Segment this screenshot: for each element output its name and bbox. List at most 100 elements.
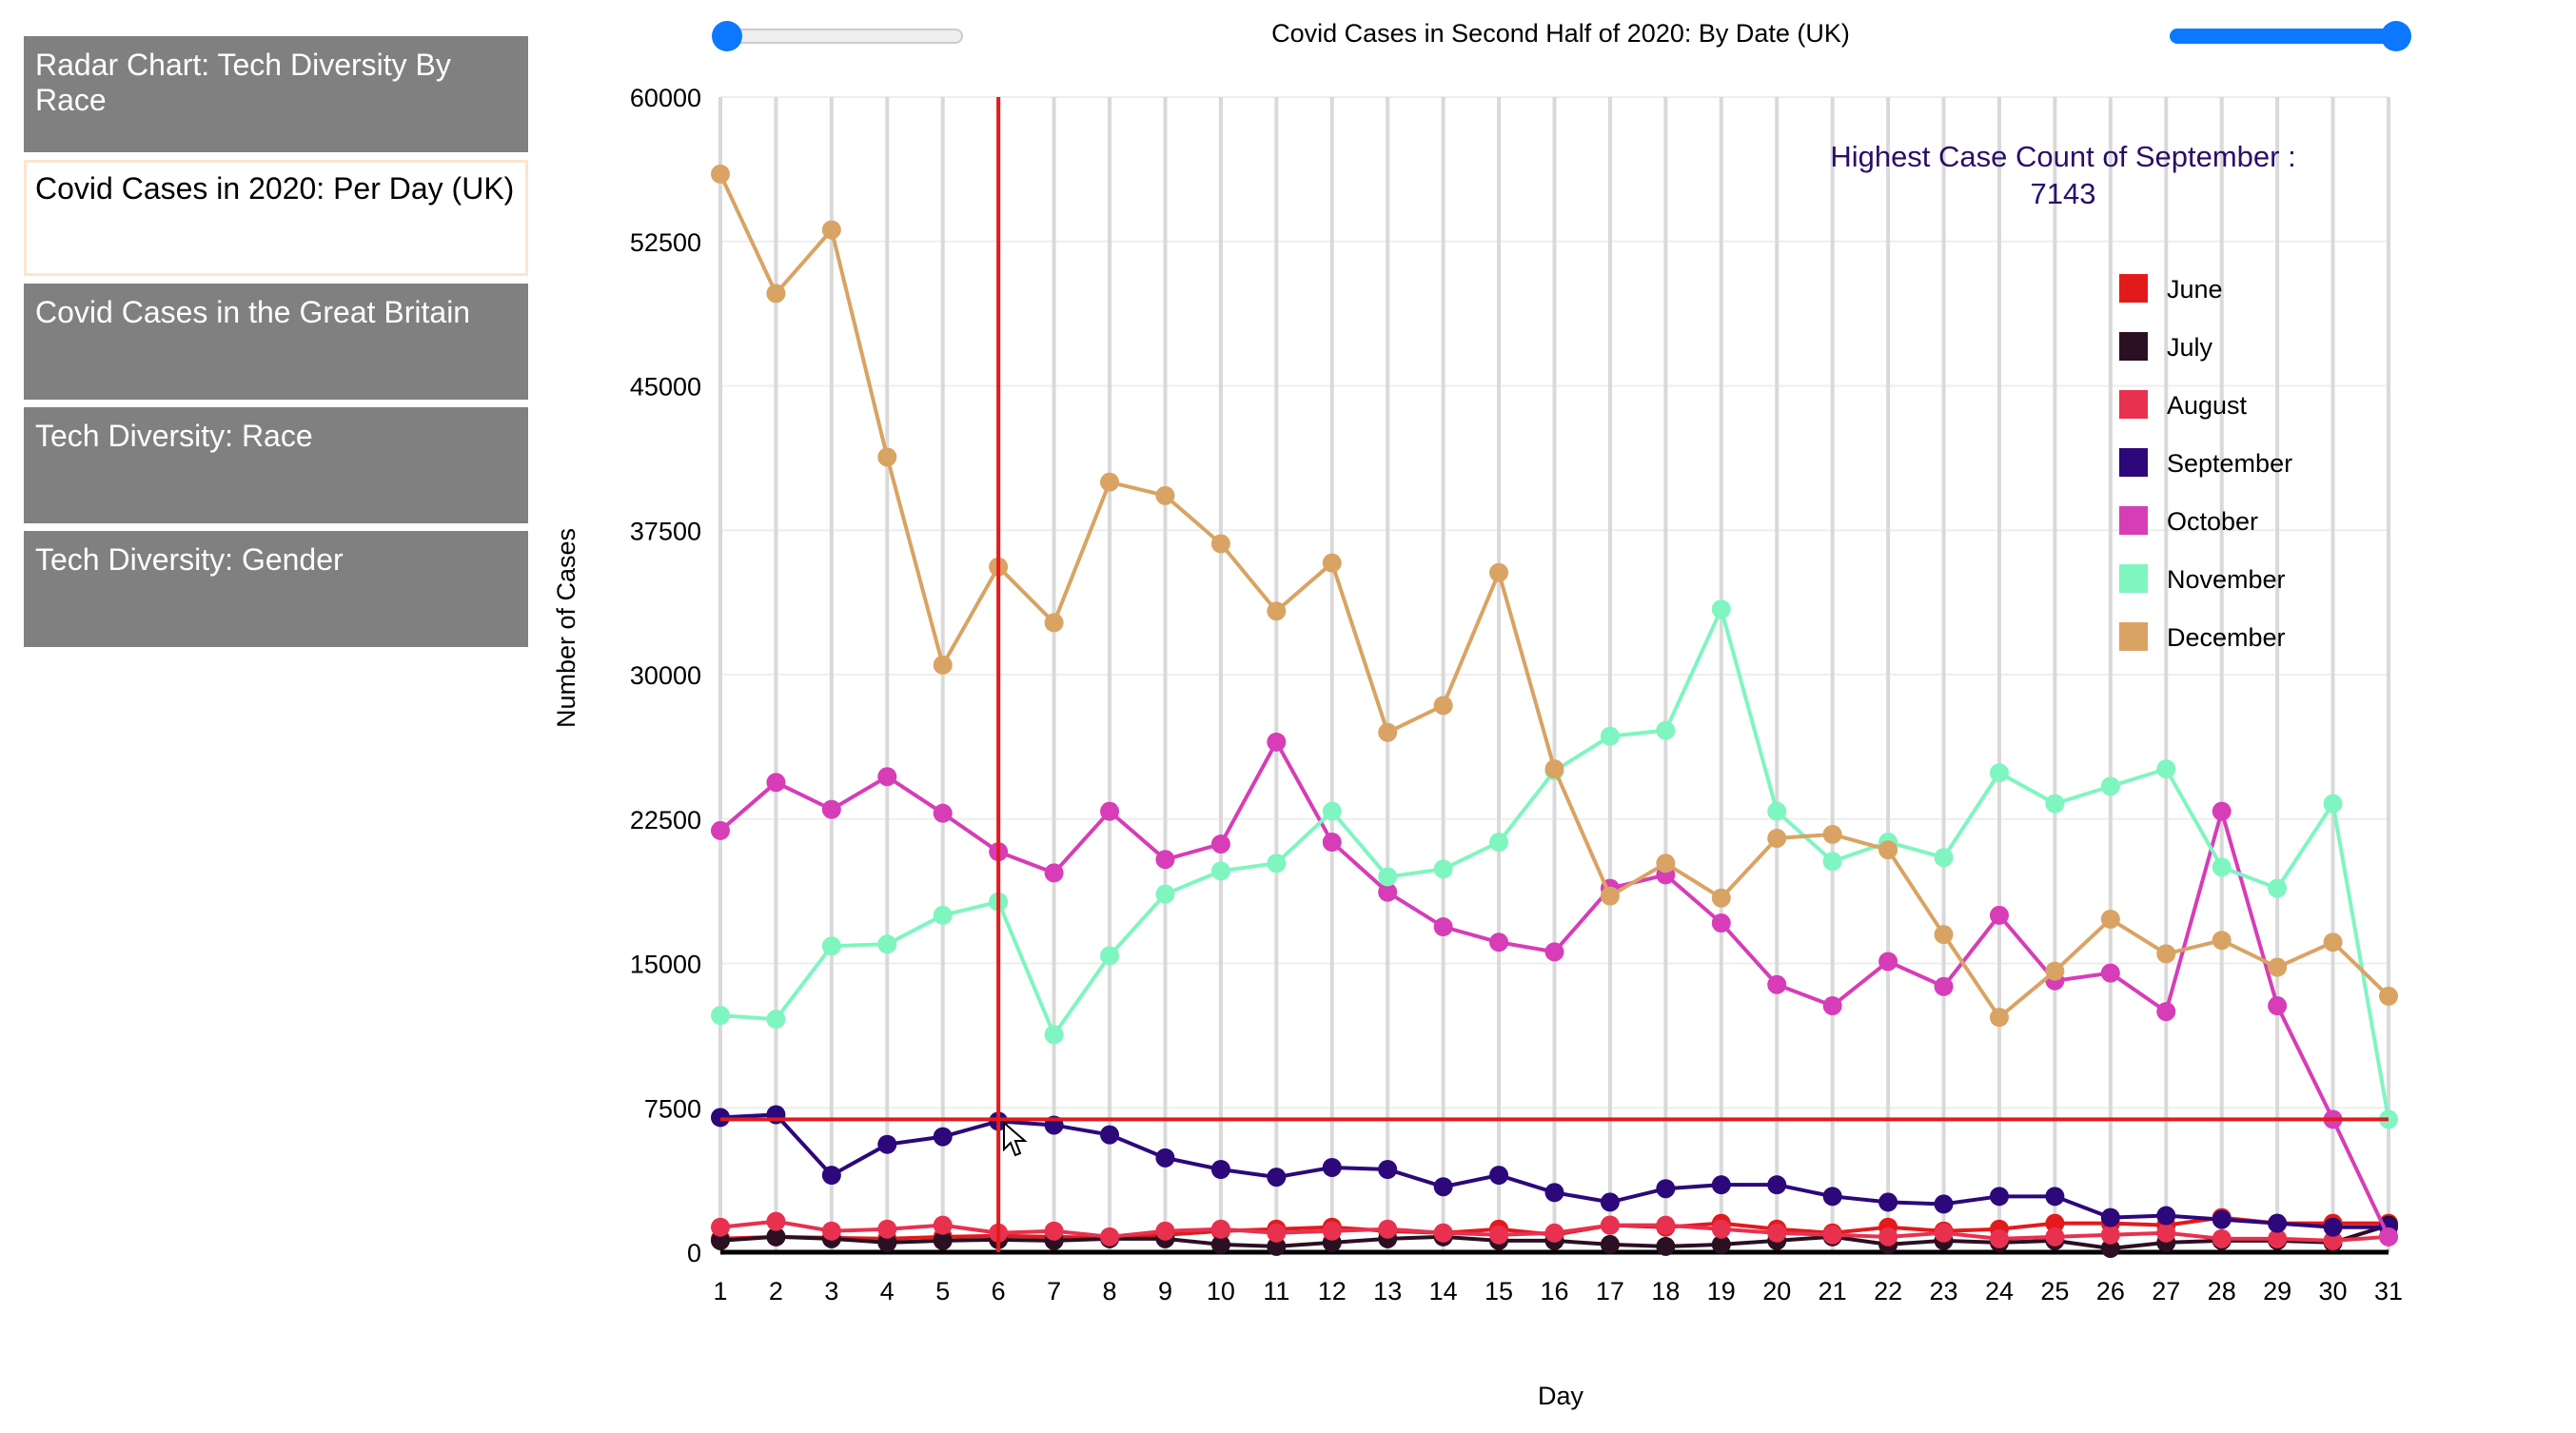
y-tick-label: 52500 bbox=[630, 228, 701, 257]
data-point bbox=[1989, 905, 2009, 925]
legend-label: November bbox=[2167, 565, 2286, 594]
data-point bbox=[1044, 863, 1064, 883]
data-point bbox=[1989, 1187, 2009, 1207]
data-point bbox=[766, 284, 786, 304]
slider-end-handle[interactable] bbox=[2381, 21, 2411, 51]
data-point bbox=[1934, 848, 1954, 868]
data-point bbox=[1600, 1234, 1620, 1254]
data-point bbox=[711, 164, 730, 184]
x-tick-label: 24 bbox=[1985, 1277, 2014, 1305]
data-point bbox=[2212, 857, 2232, 877]
data-point bbox=[1656, 720, 1676, 740]
series-layer bbox=[711, 164, 2398, 1258]
data-point bbox=[1934, 925, 1954, 945]
data-point bbox=[766, 1211, 786, 1231]
data-point bbox=[766, 1227, 786, 1247]
data-point bbox=[1656, 1236, 1676, 1256]
x-tick-label: 17 bbox=[1596, 1277, 1624, 1305]
x-tick-label: 26 bbox=[2096, 1277, 2125, 1305]
data-point bbox=[877, 934, 897, 954]
data-point bbox=[821, 1166, 841, 1186]
data-point bbox=[1210, 1234, 1230, 1254]
data-point bbox=[2323, 794, 2343, 814]
data-point bbox=[1656, 1179, 1676, 1199]
chart-title: Covid Cases in Second Half of 2020: By D… bbox=[1271, 19, 1850, 48]
data-point bbox=[711, 1108, 730, 1128]
data-point bbox=[2045, 961, 2065, 981]
data-point bbox=[1322, 1221, 1342, 1241]
y-axis: 0 7500 15000 22500 30000 37500 45000 52500 60000 bbox=[630, 84, 701, 1267]
data-point bbox=[1210, 1219, 1230, 1239]
nav-item-radar-chart[interactable]: Radar Chart: Tech Diversity By Race bbox=[24, 36, 528, 152]
data-point bbox=[1822, 1187, 1842, 1207]
legend-swatch bbox=[2119, 332, 2148, 361]
legend-item-december: December bbox=[2119, 622, 2286, 652]
x-tick-label: 7 bbox=[1047, 1277, 1061, 1305]
data-point bbox=[1600, 726, 1620, 746]
x-tick-label: 20 bbox=[1762, 1277, 1791, 1305]
nav-item-tech-gender[interactable]: Tech Diversity: Gender bbox=[24, 531, 528, 647]
nav-item-covid-per-day[interactable]: Covid Cases in 2020: Per Day (UK) bbox=[24, 160, 528, 276]
data-point bbox=[1989, 1008, 2009, 1028]
x-tick-label: 25 bbox=[2040, 1277, 2069, 1305]
range-slider-start[interactable] bbox=[712, 21, 963, 51]
x-tick-label: 9 bbox=[1158, 1277, 1172, 1305]
data-point bbox=[1044, 1221, 1064, 1241]
mouse-cursor-icon bbox=[1003, 1121, 1028, 1157]
slider-start-handle[interactable] bbox=[712, 21, 742, 51]
data-point bbox=[1433, 696, 1453, 716]
data-point bbox=[821, 1221, 841, 1241]
y-tick-label: 7500 bbox=[644, 1094, 701, 1123]
data-point bbox=[933, 905, 953, 925]
data-point bbox=[2323, 1217, 2343, 1237]
data-point bbox=[821, 799, 841, 819]
data-point bbox=[1934, 1223, 1954, 1243]
data-point bbox=[1100, 801, 1120, 821]
data-point bbox=[1267, 601, 1287, 621]
legend-swatch bbox=[2119, 622, 2148, 651]
y-tick-label: 15000 bbox=[630, 951, 701, 979]
data-point bbox=[1378, 722, 1398, 742]
range-slider-end[interactable] bbox=[2170, 21, 2411, 51]
data-point bbox=[1767, 801, 1787, 821]
y-tick-label: 45000 bbox=[630, 373, 701, 402]
legend-label: July bbox=[2167, 333, 2213, 362]
data-point bbox=[2045, 1213, 2065, 1233]
data-point bbox=[1544, 759, 1564, 779]
x-tick-label: 13 bbox=[1373, 1277, 1402, 1305]
x-tick-label: 29 bbox=[2263, 1277, 2291, 1305]
data-point bbox=[1155, 1148, 1175, 1168]
x-tick-label: 3 bbox=[824, 1277, 838, 1305]
data-point bbox=[821, 220, 841, 240]
data-point bbox=[1711, 1234, 1731, 1254]
data-point bbox=[1433, 1177, 1453, 1197]
data-point bbox=[1878, 952, 1898, 972]
data-point bbox=[2045, 1227, 2065, 1247]
legend-item-july: July bbox=[2119, 332, 2213, 362]
data-point bbox=[2100, 1225, 2120, 1245]
y-axis-label: Number of Cases bbox=[552, 528, 580, 728]
x-tick-label: 5 bbox=[935, 1277, 950, 1305]
data-point bbox=[1767, 1223, 1787, 1243]
data-point bbox=[2323, 932, 2343, 952]
sidebar-nav: Radar Chart: Tech Diversity By Race Covi… bbox=[24, 36, 528, 655]
data-point bbox=[2100, 1238, 2120, 1258]
data-point bbox=[1322, 833, 1342, 853]
data-point bbox=[1433, 917, 1453, 937]
nav-item-tech-race[interactable]: Tech Diversity: Race bbox=[24, 407, 528, 523]
data-point bbox=[1822, 824, 1842, 844]
data-point bbox=[711, 820, 730, 840]
data-point bbox=[2268, 996, 2288, 1016]
data-point bbox=[1934, 976, 1954, 996]
x-tick-label: 22 bbox=[1874, 1277, 1902, 1305]
data-point bbox=[1489, 1166, 1509, 1186]
x-tick-label: 21 bbox=[1819, 1277, 1847, 1305]
nav-item-covid-great-britain[interactable]: Covid Cases in the Great Britain bbox=[24, 284, 528, 400]
data-point bbox=[2268, 1228, 2288, 1248]
data-point bbox=[1267, 854, 1287, 874]
y-tick-label: 30000 bbox=[630, 661, 701, 690]
data-point bbox=[2156, 1223, 2176, 1243]
data-point bbox=[1433, 859, 1453, 879]
legend-label: August bbox=[2167, 391, 2248, 420]
